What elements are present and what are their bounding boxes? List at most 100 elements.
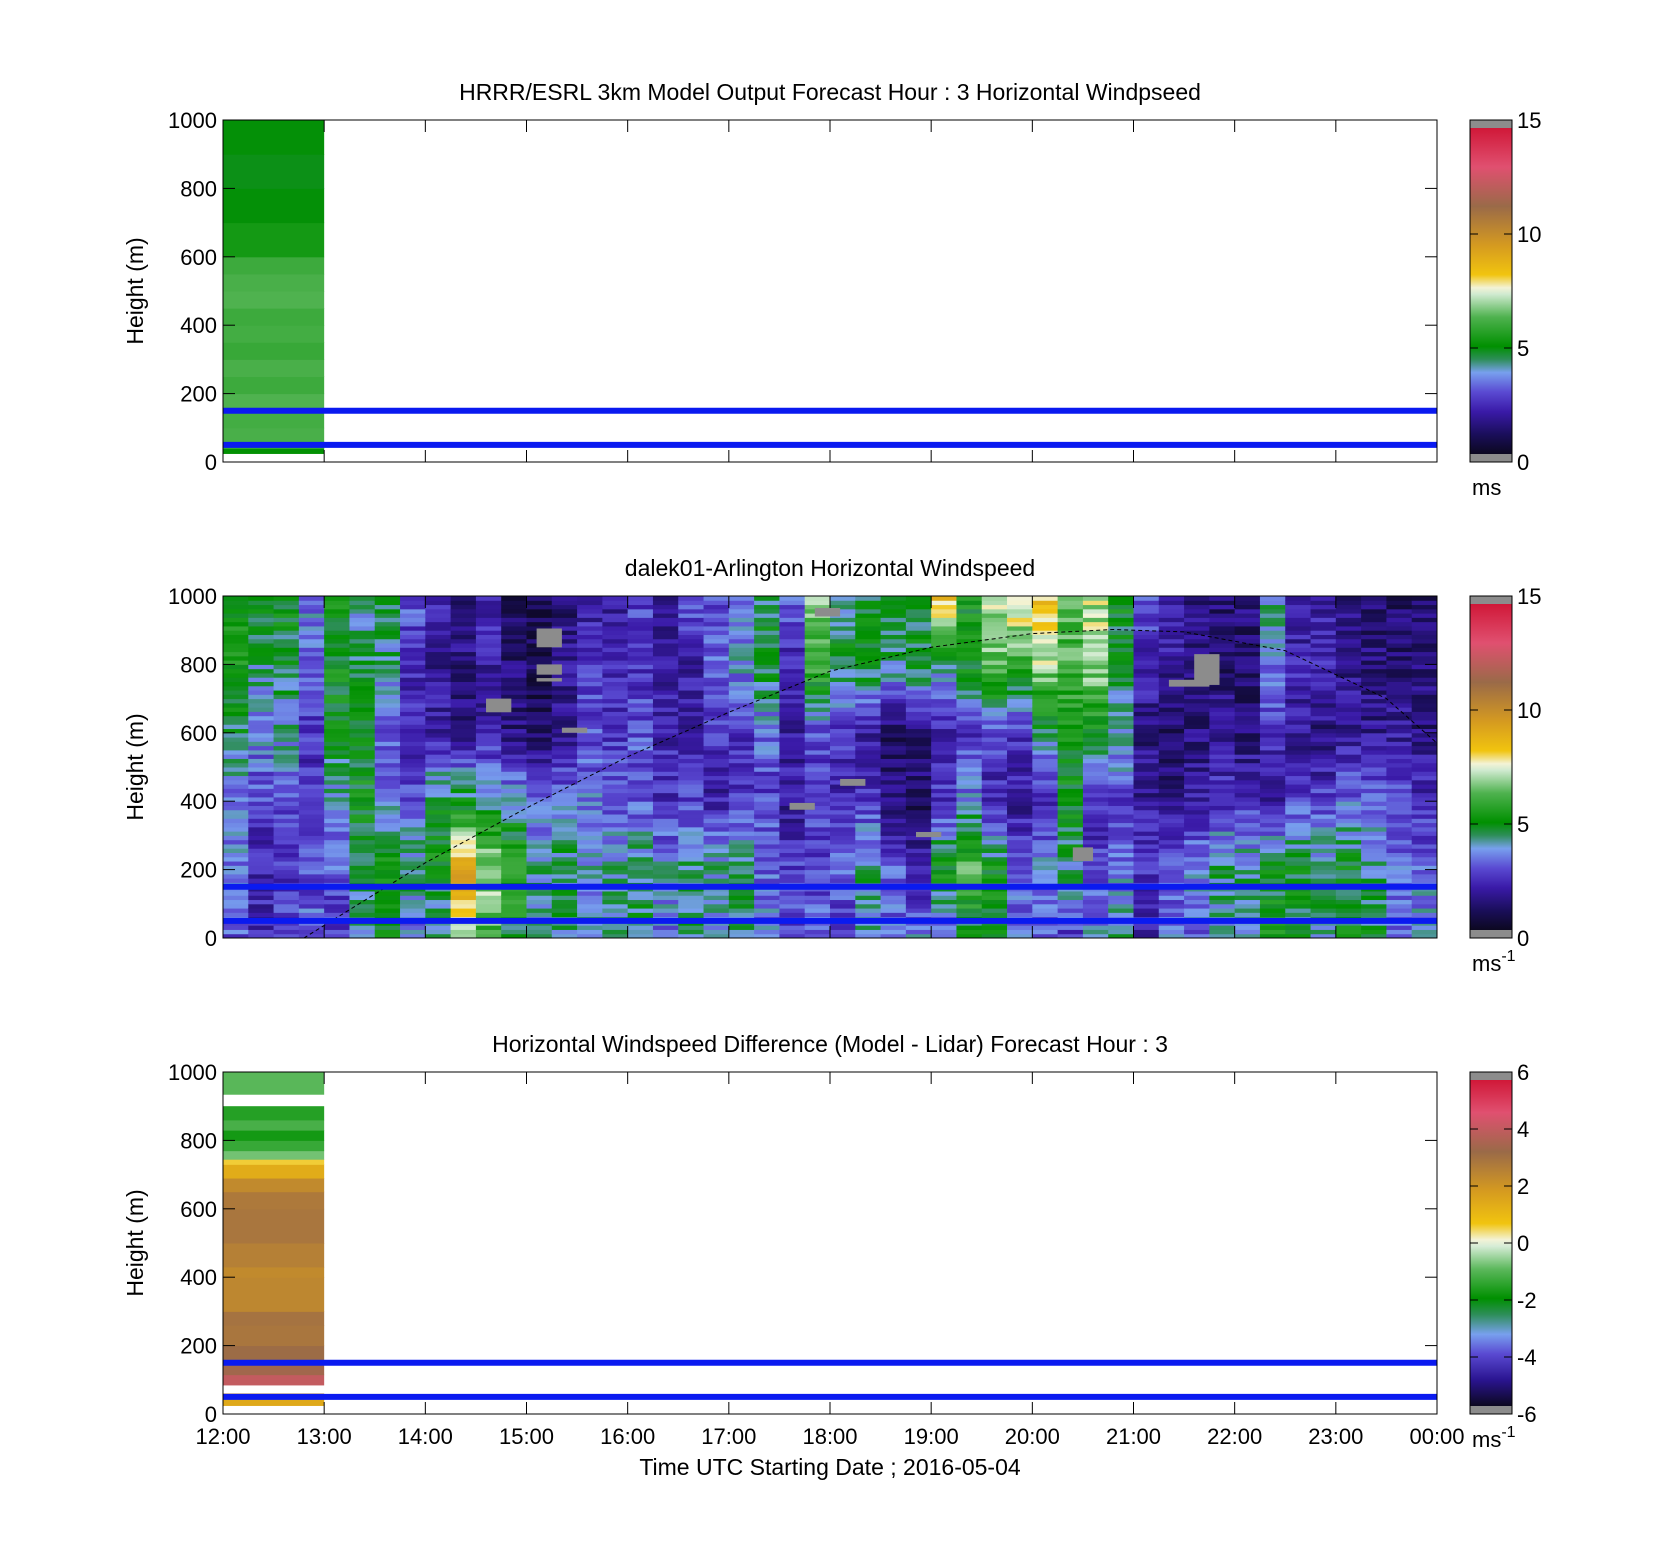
heatmap-cell xyxy=(400,694,426,700)
heatmap-cell xyxy=(652,822,679,828)
heatmap-cell xyxy=(905,664,932,670)
heatmap-cell xyxy=(425,775,452,781)
heatmap-cell xyxy=(223,621,249,627)
heatmap-cell xyxy=(248,596,275,601)
heatmap-cell xyxy=(273,839,300,845)
heatmap-cell xyxy=(703,685,730,691)
heatmap-cell xyxy=(1259,779,1286,785)
heatmap-cell xyxy=(1032,792,1059,798)
heatmap-cell xyxy=(1007,831,1033,836)
heatmap-cell xyxy=(804,843,831,849)
heatmap-cell xyxy=(1361,848,1387,853)
heatmap-cell xyxy=(1007,822,1033,828)
heatmap-cell xyxy=(248,929,275,935)
heatmap-cell xyxy=(931,681,957,687)
heatmap-cell xyxy=(1082,767,1109,772)
heatmap-cell xyxy=(1032,873,1059,879)
heatmap-cell xyxy=(475,668,502,674)
heatmap-cell xyxy=(855,878,882,883)
heatmap-cell xyxy=(652,638,679,644)
heatmap-cell xyxy=(1184,912,1210,918)
heatmap-cell xyxy=(627,707,654,712)
heatmap-cell xyxy=(627,912,654,918)
heatmap-cell xyxy=(1234,634,1261,640)
heatmap-cell xyxy=(804,775,831,781)
heatmap-cell xyxy=(880,617,907,623)
heatmap-cell xyxy=(349,852,376,858)
heatmap-cell xyxy=(880,843,907,849)
heatmap-cell xyxy=(703,745,730,751)
heatmap-cell xyxy=(248,890,275,896)
heatmap-cell xyxy=(703,767,730,772)
heatmap-cell xyxy=(1259,698,1286,704)
colorbar-under xyxy=(1470,1406,1512,1414)
heatmap-cell xyxy=(1285,775,1312,781)
colorbar-unit-exponent: -1 xyxy=(1501,1424,1515,1441)
heatmap-cell xyxy=(1108,690,1134,695)
heatmap-cell xyxy=(754,707,780,712)
heatmap-cell xyxy=(931,848,957,853)
heatmap-cell xyxy=(1209,843,1236,849)
heatmap-cell xyxy=(1007,865,1033,871)
heatmap-cell xyxy=(248,805,275,811)
heatmap-cell xyxy=(652,608,679,614)
heatmap-cell xyxy=(1411,664,1437,670)
heatmap-cell xyxy=(475,737,502,742)
heatmap-cell xyxy=(627,685,654,691)
heatmap-cell xyxy=(1007,895,1033,901)
heatmap-cell xyxy=(830,668,856,674)
heatmap-cell xyxy=(526,604,553,610)
heatmap-cell xyxy=(1057,848,1084,853)
heatmap-cell xyxy=(1234,852,1261,858)
heatmap-cell xyxy=(981,878,1008,883)
heatmap-cell xyxy=(551,630,578,635)
heatmap-cell xyxy=(577,732,603,738)
heatmap-cell xyxy=(1108,732,1134,738)
heatmap-cell xyxy=(374,745,401,751)
heatmap-cell xyxy=(754,788,780,794)
heatmap-cell xyxy=(577,843,603,849)
heatmap-cell xyxy=(602,754,629,759)
heatmap-cell xyxy=(400,617,426,623)
heatmap-cell xyxy=(804,634,831,640)
heatmap-cell xyxy=(223,672,249,678)
heatmap-cell xyxy=(678,818,705,824)
heatmap-cell xyxy=(703,604,730,610)
heatmap-cell xyxy=(1007,702,1033,708)
heatmap-cell xyxy=(273,762,300,768)
heatmap-cell xyxy=(728,843,755,849)
heatmap-cell xyxy=(577,672,603,678)
heatmap-cell xyxy=(905,822,932,828)
heatmap-cell xyxy=(754,715,780,721)
heatmap-cell xyxy=(298,878,325,883)
heatmap-cell xyxy=(1108,843,1134,849)
heatmap-cell xyxy=(475,903,502,909)
heatmap-cell xyxy=(425,634,452,640)
heatmap-cell xyxy=(1082,873,1109,879)
heatmap-cell xyxy=(526,809,553,815)
heatmap-cell xyxy=(956,617,983,623)
heatmap-cell xyxy=(223,660,249,665)
heatmap-cell xyxy=(1361,779,1387,785)
heatmap-cell xyxy=(1133,685,1160,691)
heatmap-cell xyxy=(804,728,831,734)
heatmap-cell xyxy=(1285,903,1312,909)
heatmap-cell xyxy=(349,724,376,730)
heatmap-cell xyxy=(627,621,654,627)
heatmap-cell xyxy=(905,621,932,627)
heatmap-cell xyxy=(931,775,957,781)
heatmap-cell xyxy=(880,835,907,841)
heatmap-cell xyxy=(1057,903,1084,909)
heatmap-cell xyxy=(1108,741,1134,747)
heatmap-cell xyxy=(652,643,679,648)
heatmap-cell xyxy=(1411,668,1437,674)
heatmap-cell xyxy=(981,933,1008,938)
heatmap-cell xyxy=(703,818,730,824)
heatmap-cell xyxy=(602,788,629,794)
heatmap-cell xyxy=(248,621,275,627)
heatmap-cell xyxy=(1386,835,1413,841)
heatmap-cell xyxy=(804,715,831,721)
heatmap-cell xyxy=(1057,677,1084,682)
heatmap-cell xyxy=(273,754,300,759)
heatmap-cell xyxy=(830,775,856,781)
